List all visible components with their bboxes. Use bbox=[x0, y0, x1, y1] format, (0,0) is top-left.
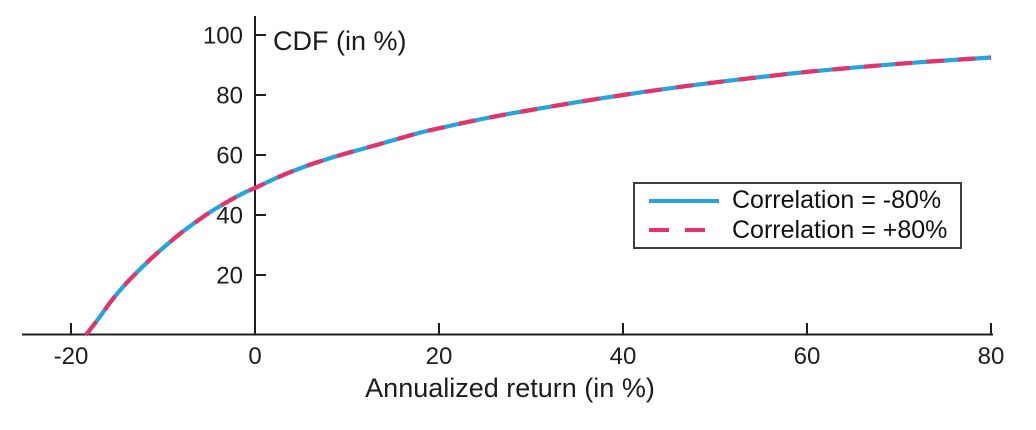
x-axis-title: Annualized return (in %) bbox=[365, 373, 655, 403]
x-tick-label: 20 bbox=[426, 343, 453, 370]
series-curve-dashed bbox=[84, 55, 992, 337]
x-tick-label: 0 bbox=[248, 343, 261, 370]
y-tick-label: 60 bbox=[216, 143, 243, 170]
y-tick-label: 80 bbox=[216, 83, 243, 110]
legend-label-correlation-pos80: Correlation = +80% bbox=[732, 215, 948, 244]
x-tick-label: 60 bbox=[794, 343, 821, 370]
legend-label-correlation-neg80: Correlation = -80% bbox=[732, 186, 942, 215]
legend-item-correlation-neg80: Correlation = -80% bbox=[648, 188, 960, 213]
x-tick-label: -20 bbox=[54, 343, 89, 370]
legend-dashed-line-icon bbox=[649, 228, 719, 233]
legend-item-correlation-pos80: Correlation = +80% bbox=[648, 215, 960, 244]
legend: Correlation = -80% Correlation = +80% bbox=[633, 182, 962, 249]
y-axis-title: CDF (in %) bbox=[273, 26, 407, 56]
legend-solid-line-icon bbox=[649, 198, 719, 203]
x-tick-label: 40 bbox=[610, 343, 637, 370]
y-tick-label: 20 bbox=[216, 263, 243, 290]
y-tick-label: 100 bbox=[203, 23, 243, 50]
x-tick-label: 80 bbox=[978, 343, 1005, 370]
